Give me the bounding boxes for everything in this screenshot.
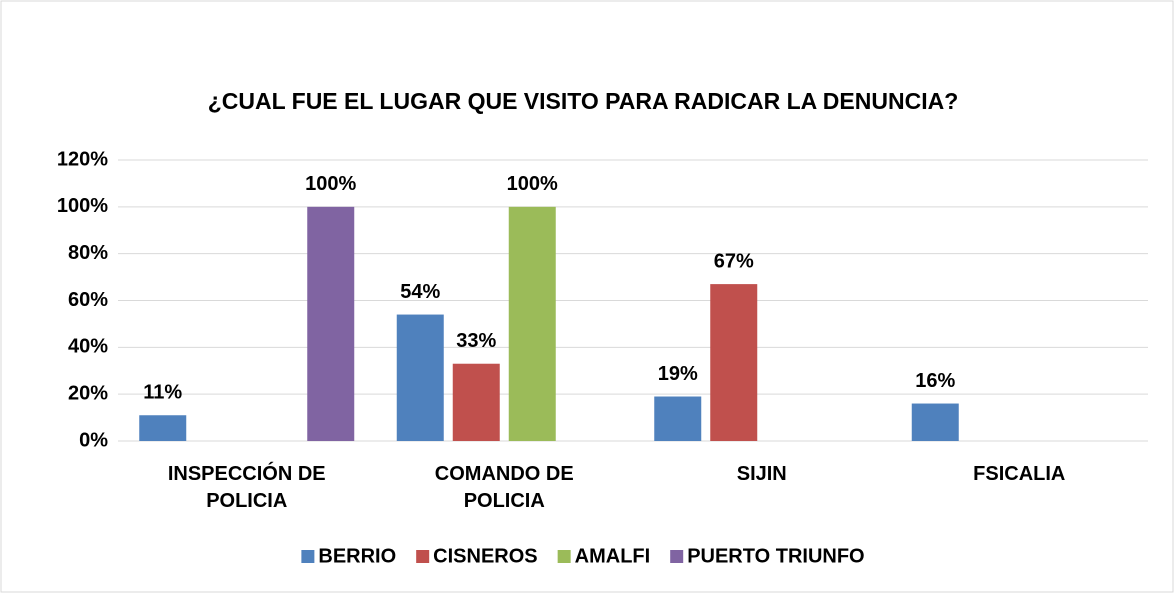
bar — [307, 206, 355, 441]
y-tick-label: 100% — [57, 195, 108, 217]
y-tick-label: 80% — [68, 242, 108, 264]
y-tick-label: 0% — [79, 429, 108, 451]
y-tick-label: 20% — [68, 382, 108, 404]
bar — [654, 396, 702, 441]
y-tick-label: 40% — [68, 336, 108, 358]
data-label: 100% — [305, 173, 356, 195]
bar — [139, 415, 187, 441]
bar — [508, 206, 556, 441]
x-tick-label: SIJIN — [737, 463, 787, 485]
y-tick-label: 120% — [57, 148, 108, 170]
data-label: 16% — [915, 370, 955, 392]
legend-label: AMALFI — [575, 545, 651, 567]
data-label: 33% — [456, 330, 496, 352]
legend-label: PUERTO TRIUNFO — [687, 545, 864, 567]
x-tick-label: INSPECCIÓN DE POLICIA — [168, 461, 326, 512]
data-label: 19% — [658, 363, 698, 385]
data-label: 67% — [714, 250, 754, 272]
data-label: 11% — [143, 382, 182, 404]
x-tick-label: FSICALIA — [973, 463, 1065, 485]
legend-swatch — [670, 550, 684, 563]
chart-title: ¿CUAL FUE EL LUGAR QUE VISITO PARA RADIC… — [208, 88, 959, 114]
bar — [710, 284, 758, 441]
y-tick-label: 60% — [68, 289, 108, 311]
bar — [396, 314, 444, 441]
legend-label: CISNEROS — [433, 545, 537, 567]
data-label: 100% — [507, 173, 558, 195]
legend-swatch — [557, 550, 571, 563]
x-tick-label: COMANDO DE POLICIA — [435, 463, 574, 512]
bar — [911, 403, 959, 441]
data-label: 54% — [400, 281, 440, 303]
legend-swatch — [416, 550, 430, 563]
bar — [452, 363, 500, 441]
legend-swatch — [301, 550, 315, 563]
legend-label: BERRIO — [318, 545, 396, 567]
